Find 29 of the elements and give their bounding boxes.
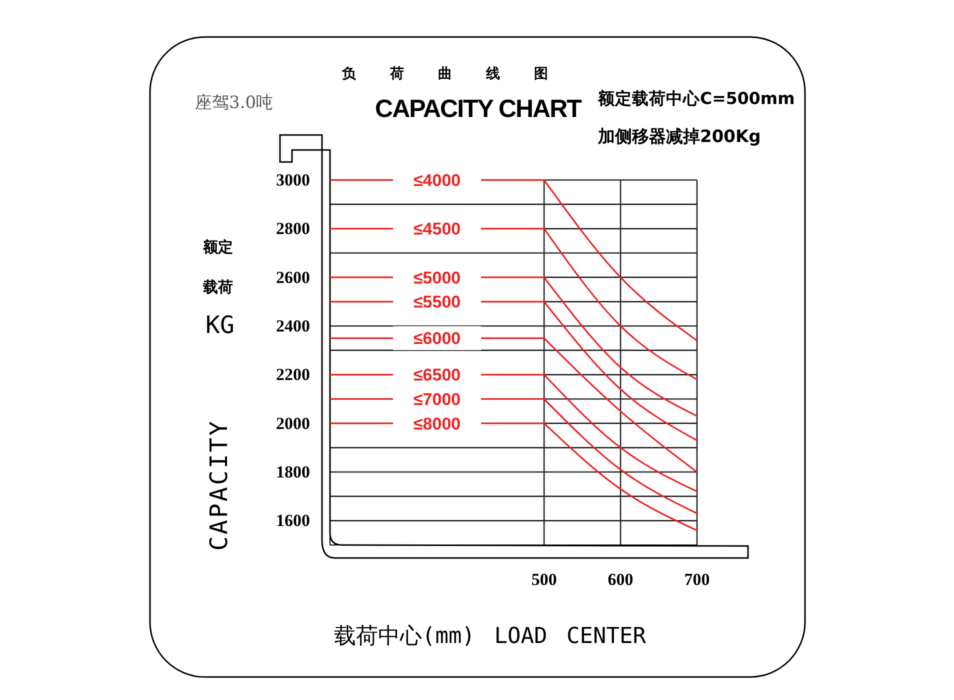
x-axis-title: 载荷中心(mm) LOAD CENTER xyxy=(334,624,647,649)
text: 额定载荷中心C=500mm xyxy=(597,89,795,108)
series-label: ≤4500 xyxy=(413,220,461,239)
text: KG xyxy=(206,311,234,339)
y-tick-label: 2000 xyxy=(276,414,310,433)
series-label: ≤7000 xyxy=(413,390,461,409)
series-label: ≤5500 xyxy=(413,292,461,312)
y-tick-label: 1800 xyxy=(276,462,310,482)
y-tick-label: 2400 xyxy=(276,316,310,336)
series-label: ≤8000 xyxy=(413,414,461,434)
y-tick-label: 2200 xyxy=(276,365,310,384)
y-axis-title: CAPACITY xyxy=(205,419,233,551)
series-label: ≤5000 xyxy=(413,268,461,288)
x-tick-label: 700 xyxy=(684,570,710,590)
series-label: ≤6500 xyxy=(413,366,461,385)
x-tick-label: 500 xyxy=(531,570,557,590)
chart-title: CAPACITY CHART xyxy=(375,95,582,123)
series-label: ≤6000 xyxy=(413,329,461,348)
series-label: ≤4000 xyxy=(413,170,461,190)
text: 载荷 xyxy=(202,278,233,296)
y-tick-label: 2600 xyxy=(276,268,310,287)
x-tick-label: 600 xyxy=(608,570,634,590)
y-tick-label: 3000 xyxy=(276,170,310,190)
text: 加侧移器减掉200Kg xyxy=(597,127,761,147)
text: 座驾3.0吨 xyxy=(195,93,274,113)
y-tick-label: 2800 xyxy=(276,219,310,238)
text: 额定 xyxy=(202,238,233,256)
y-tick-label: 1600 xyxy=(276,511,310,530)
chart-subtitle: 负荷曲线图 xyxy=(341,66,582,82)
